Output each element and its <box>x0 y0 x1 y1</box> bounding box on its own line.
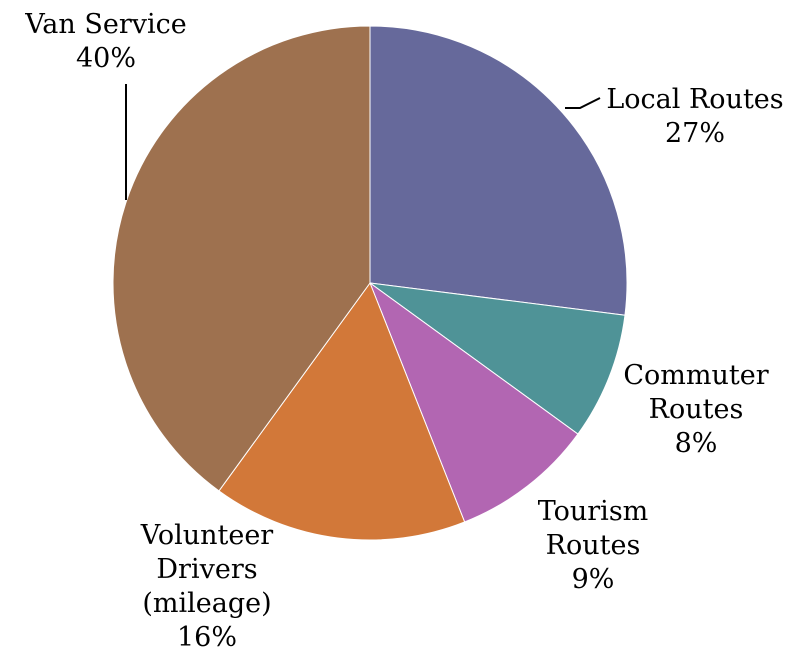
slice-local-routes <box>369 25 628 316</box>
leader-line-local-routes <box>565 97 601 109</box>
slice-volunteer-drivers <box>218 281 466 541</box>
slice-label-van-service: Van Service 40% <box>24 9 186 74</box>
slice-label-tourism-routes: Tourism Routes 9% <box>538 496 649 595</box>
slice-label-volunteer-drivers: Volunteer Drivers (mileage) 16% <box>140 520 273 653</box>
slice-value-label: 40% <box>76 43 136 74</box>
slice-name-line: Routes <box>546 530 641 561</box>
slice-name-line: Drivers <box>156 554 257 585</box>
slice-name-line: Volunteer <box>140 520 273 551</box>
slice-value-label: 8% <box>675 428 718 459</box>
leader-lines <box>125 84 601 200</box>
slice-name-line: Commuter <box>623 360 768 391</box>
slice-name-line: Van Service <box>24 9 186 40</box>
slice-van-service <box>112 25 371 492</box>
slice-value-label: 27% <box>665 118 725 149</box>
pie-slices <box>112 25 628 541</box>
slice-value-label: 9% <box>572 564 615 595</box>
slice-labels: Local Routes 27%Commuter Routes 8%Tourism Ro… <box>24 9 783 653</box>
slice-commuter-routes <box>369 282 626 435</box>
slice-name-line: Routes <box>649 394 744 425</box>
slice-label-commuter-routes: Commuter Routes 8% <box>623 360 768 459</box>
slice-name-line: Local Routes <box>606 84 783 115</box>
slice-tourism-routes <box>368 281 579 523</box>
slice-name-line: Tourism <box>538 496 649 527</box>
slice-label-local-routes: Local Routes 27% <box>606 84 783 149</box>
slice-value-label: 16% <box>177 622 237 653</box>
slice-name-line: (mileage) <box>142 588 271 619</box>
